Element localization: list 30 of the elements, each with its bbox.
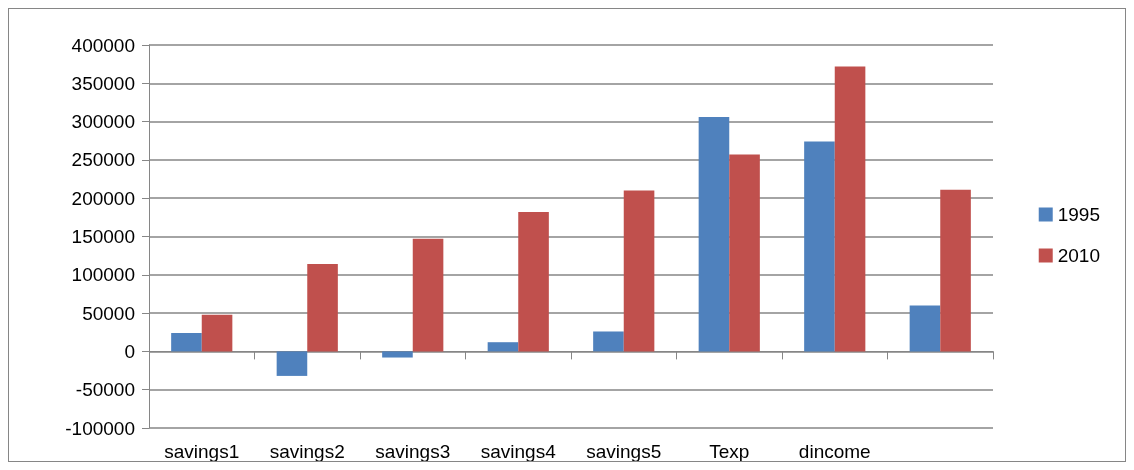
y-tick-label: 250000 bbox=[71, 149, 135, 171]
y-tick-label: 50000 bbox=[82, 302, 135, 324]
y-tick-label: -100000 bbox=[65, 417, 135, 439]
y-tick-label: 300000 bbox=[71, 111, 135, 133]
bar bbox=[909, 305, 941, 352]
bar bbox=[698, 117, 730, 352]
y-tick-label: 150000 bbox=[71, 226, 135, 247]
y-tick-label: 400000 bbox=[71, 34, 135, 56]
bar bbox=[518, 211, 549, 352]
y-tick-label: 200000 bbox=[71, 187, 135, 209]
y-tick-label: 0 bbox=[124, 340, 135, 362]
bar bbox=[729, 154, 760, 352]
legend-label: 1995 bbox=[1057, 204, 1101, 225]
bar bbox=[171, 333, 202, 352]
bar bbox=[382, 351, 413, 358]
bar bbox=[834, 66, 866, 352]
bar bbox=[276, 351, 308, 376]
y-tick-label: 350000 bbox=[71, 72, 135, 94]
y-tick-label: -50000 bbox=[75, 379, 135, 401]
bar bbox=[201, 314, 233, 352]
bar bbox=[593, 331, 624, 352]
bar bbox=[307, 264, 338, 352]
y-tick-label: 100000 bbox=[71, 264, 135, 286]
bar bbox=[804, 141, 835, 352]
x-tick-label: dincome bbox=[798, 441, 871, 462]
bar bbox=[623, 190, 655, 352]
bar bbox=[487, 342, 519, 352]
bar bbox=[412, 238, 444, 352]
bar bbox=[940, 189, 971, 352]
legend-label: 2010 bbox=[1057, 245, 1101, 266]
